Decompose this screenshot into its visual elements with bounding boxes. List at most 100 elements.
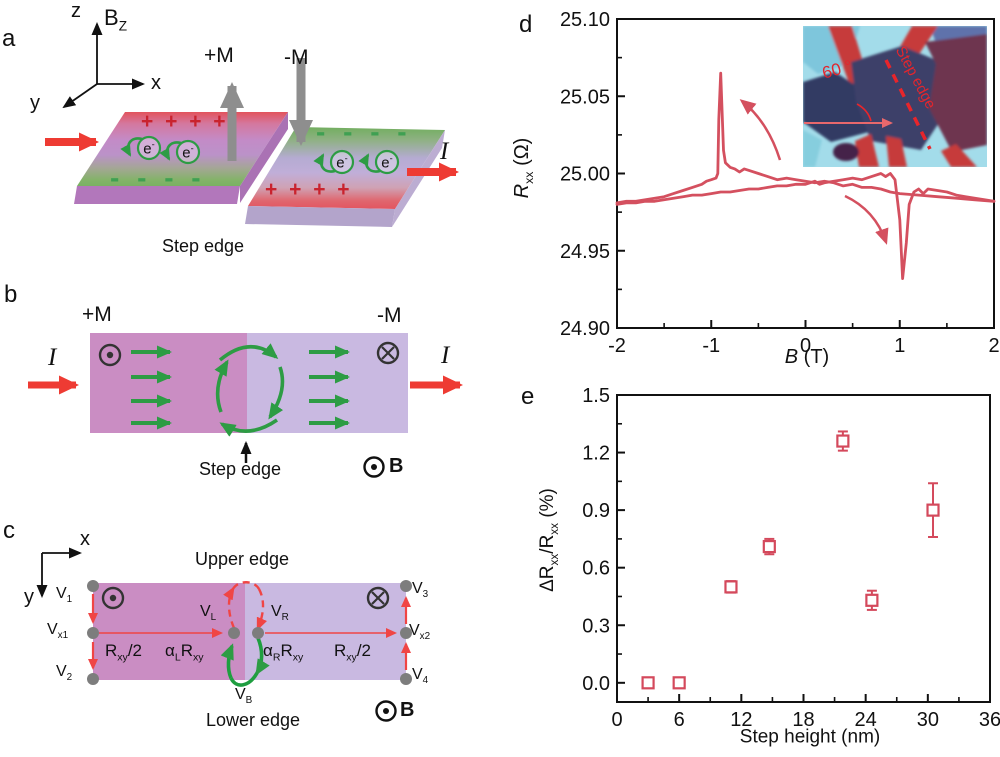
current-flow-arrows xyxy=(131,345,350,430)
data-point-marker xyxy=(836,434,850,448)
a-plus-charges-left: + + + + xyxy=(141,110,229,133)
panel-b-schematic xyxy=(28,333,463,478)
panel-a-schematic xyxy=(45,22,459,227)
data-point-marker xyxy=(865,593,879,607)
photo-electrode xyxy=(855,134,879,167)
e-data-points xyxy=(641,430,940,690)
x-tick-label: 18 xyxy=(792,709,814,731)
e-y-axis-label: ΔRxx/Rxx (%) xyxy=(537,488,561,592)
a-minus-charges-right: - - - - xyxy=(316,116,412,147)
x-tick-label: 36 xyxy=(979,709,1000,731)
step-edge-dashed-line xyxy=(884,59,932,150)
electron-icon xyxy=(175,139,201,165)
c-terminal-v1: V1 xyxy=(56,585,73,606)
slab-left-side-face xyxy=(74,186,240,204)
y-tick-label: 0.0 xyxy=(582,673,610,695)
electron-label: e- xyxy=(182,143,194,162)
c-terminal-v4: V4 xyxy=(412,666,429,687)
slab-right-top-face xyxy=(248,127,445,209)
d-axes-ticks: -2 -1 0 1 2 24.90 24.95 25.00 25.05 25.10 xyxy=(560,9,1000,357)
panel-c-letter: c xyxy=(3,517,15,544)
y-tick-label: 0.6 xyxy=(582,558,610,580)
c-alpha-l-label: αLRxy xyxy=(165,641,204,664)
a-bz-label: BZ xyxy=(104,5,128,34)
a-axis-y-label: y xyxy=(30,92,40,114)
b-field-out-icon xyxy=(375,700,397,722)
x-tick-label: 30 xyxy=(917,709,939,731)
a-plus-charges-right: + + + + xyxy=(265,178,353,201)
x-tick-label: 2 xyxy=(988,335,999,357)
photo-electrode xyxy=(941,144,977,167)
data-point-marker xyxy=(926,503,940,517)
e-axes-ticks: 0 6 12 18 24 30 36 0.0 0.3 0.6 0.9 1.2 1.5 xyxy=(582,385,1000,731)
data-point-marker xyxy=(724,580,738,594)
y-tick-label: 24.95 xyxy=(560,241,610,263)
sweep-direction-arrow-up xyxy=(739,99,782,161)
a-minus-m-label: -M xyxy=(284,46,309,69)
step-face xyxy=(240,112,288,203)
x-tick-label: 1 xyxy=(894,335,905,357)
field-out-of-plane-icon xyxy=(98,343,122,367)
c-upper-edge-label: Upper edge xyxy=(195,549,290,569)
c-axis-y-label: y xyxy=(24,586,34,608)
photo-flake-maroon xyxy=(925,34,987,152)
contact-dot xyxy=(87,673,99,685)
b-plus-m-label: +M xyxy=(82,303,112,326)
dashed-arc-icon xyxy=(231,581,261,590)
c-terminal-vx1: Vx1 xyxy=(47,621,69,642)
vortex-arc-icon xyxy=(268,366,285,420)
vortex-arc-icon xyxy=(214,359,229,413)
c-lower-edge-label: Lower edge xyxy=(206,710,301,730)
data-point-marker xyxy=(672,676,686,690)
contact-dot xyxy=(252,627,264,639)
c-vb-label: VB xyxy=(235,686,253,707)
a-axis-x-label: x xyxy=(151,72,161,94)
vortex-arc-icon xyxy=(218,343,279,362)
green-arc-icon xyxy=(229,672,259,687)
electron-icon xyxy=(329,149,355,175)
y-tick-label: 25.10 xyxy=(560,9,610,31)
panel-e-chart: 0 6 12 18 24 30 36 0.0 0.3 0.6 0.9 1.2 1.5 xyxy=(582,385,1000,731)
b-field-out-icon xyxy=(363,456,385,478)
x-tick-label: 0 xyxy=(800,335,811,357)
a-axis-z-label: z xyxy=(71,0,81,22)
field-out-of-plane-icon xyxy=(101,586,125,610)
photo-electrode xyxy=(886,136,907,167)
contact-dot xyxy=(228,627,240,639)
y-tick-label: 24.90 xyxy=(560,318,610,340)
field-into-plane-icon xyxy=(366,586,390,610)
y-tick-label: 25.00 xyxy=(560,164,610,186)
electron-label: e- xyxy=(336,153,348,172)
b-current-out-label: I xyxy=(441,342,450,369)
slab-right-side-face xyxy=(245,206,395,227)
photo-spot xyxy=(833,143,859,161)
b-field-label: B xyxy=(389,455,404,477)
c-rxy-right-label: Rxy/2 xyxy=(334,641,371,664)
b-step-edge-label: Step edge xyxy=(199,459,282,479)
slab-right-edge-face xyxy=(392,130,445,227)
b-minus-m-label: -M xyxy=(377,304,402,327)
d-y-axis-label: Rxx (Ω) xyxy=(511,137,537,199)
x-tick-label: 6 xyxy=(674,709,685,731)
c-terminal-v3: V3 xyxy=(412,580,429,601)
y-tick-label: 1.2 xyxy=(582,443,610,465)
b-current-in-label: I xyxy=(48,344,57,371)
dashed-arc-icon xyxy=(223,586,236,629)
panel-c-schematic xyxy=(36,547,412,722)
x-tick-label: -1 xyxy=(702,335,720,357)
x-tick-label: 0 xyxy=(611,709,622,731)
x-tick-label: 24 xyxy=(855,709,877,731)
angle-arc-icon xyxy=(856,103,872,122)
d-hysteresis-curves xyxy=(615,71,996,281)
c-vr-label: VR xyxy=(271,603,289,624)
y-tick-label: 1.5 xyxy=(582,385,610,407)
a-step-edge-label: Step edge xyxy=(162,236,245,256)
edge-voltage-arrows xyxy=(88,594,411,670)
hysteresis-curve-sweep_positive_to_negative xyxy=(615,71,996,205)
contact-dot xyxy=(87,580,99,592)
panel-e-letter: e xyxy=(521,383,535,410)
vortex-arc-icon xyxy=(219,418,279,437)
device-photo-inset xyxy=(803,26,987,167)
